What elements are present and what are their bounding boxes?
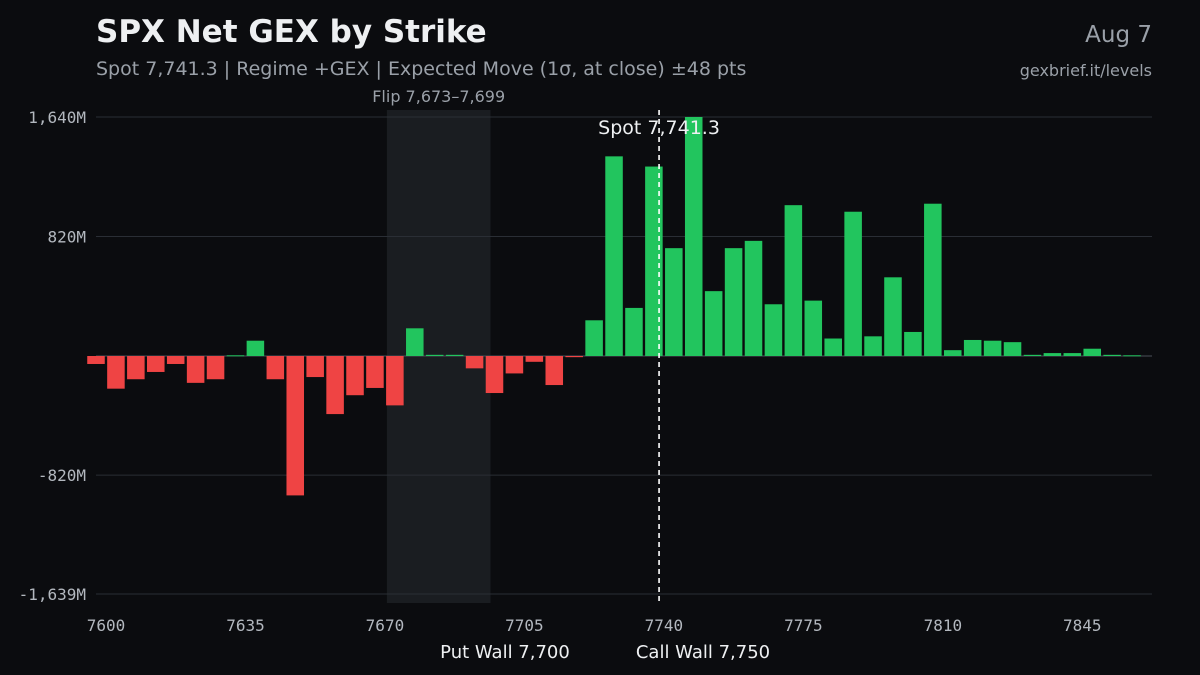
gex-bar xyxy=(406,328,424,356)
gex-bar xyxy=(764,304,783,356)
gex-bar xyxy=(226,355,245,357)
x-tick-label: 7810 xyxy=(924,616,963,635)
gex-bar xyxy=(525,356,544,362)
gex-bar xyxy=(326,356,344,415)
put-wall-label: Put Wall 7,700 xyxy=(440,642,570,663)
spot-label: Spot 7,741.3 xyxy=(598,117,720,139)
gex-bar xyxy=(107,356,125,389)
annotations-layer: Flip 7,673–7,699 Spot 7,741.3 Put Wall 7,7… xyxy=(372,87,770,663)
gex-bar xyxy=(1003,342,1022,356)
date-label: Aug 7 xyxy=(1085,22,1152,48)
gex-bar xyxy=(724,248,743,356)
gex-bar xyxy=(963,339,982,356)
x-tick-label: 7635 xyxy=(226,616,265,635)
y-tick-label: -820M xyxy=(38,466,86,485)
gex-bar xyxy=(625,307,643,356)
y-tick-label: 1,640M xyxy=(28,108,86,127)
gex-bar xyxy=(1103,354,1121,356)
gex-bar xyxy=(704,291,723,356)
gex-bar xyxy=(744,240,763,356)
gex-bar xyxy=(206,356,225,380)
gex-bar xyxy=(266,356,285,380)
gex-bar xyxy=(147,356,165,372)
gex-bar xyxy=(784,205,803,356)
gex-bar xyxy=(505,356,524,374)
x-tick-label: 7600 xyxy=(87,616,126,635)
gex-bar xyxy=(286,356,305,496)
bars-layer xyxy=(87,117,1141,496)
gex-bar xyxy=(386,356,404,406)
gex-bar xyxy=(804,300,823,356)
call-wall-label: Call Wall 7,750 xyxy=(636,642,770,663)
gex-bar xyxy=(425,354,444,356)
x-tick-label: 7705 xyxy=(505,616,544,635)
gex-bar xyxy=(186,356,205,383)
gex-bar xyxy=(645,166,663,356)
y-tick-label: -1,639M xyxy=(19,585,86,604)
x-tick-label: 7845 xyxy=(1063,616,1102,635)
gex-bar xyxy=(684,117,703,356)
gex-bar xyxy=(465,356,484,369)
gex-bar xyxy=(1043,353,1062,356)
gex-bar xyxy=(565,356,583,358)
gex-bar xyxy=(884,277,902,356)
gex-bar xyxy=(864,336,882,356)
y-tick-label: 820M xyxy=(47,228,86,247)
gex-bar xyxy=(1123,355,1141,357)
gex-bar xyxy=(924,203,942,356)
gex-bar xyxy=(445,354,464,356)
gex-bar xyxy=(844,211,862,356)
gex-bar xyxy=(127,356,145,380)
gex-bar xyxy=(904,331,922,356)
gex-bar xyxy=(983,340,1002,356)
x-tick-label: 7670 xyxy=(366,616,405,635)
flip-zone-label: Flip 7,673–7,699 xyxy=(372,87,505,106)
gex-bar xyxy=(824,338,842,356)
gex-bar xyxy=(166,356,185,364)
x-tick-label: 7740 xyxy=(645,616,684,635)
gex-bar xyxy=(1023,354,1042,356)
gex-bar xyxy=(585,320,603,356)
gex-bar xyxy=(1063,353,1082,356)
gex-bar xyxy=(1083,348,1101,356)
chart-title: SPX Net GEX by Strike xyxy=(96,14,487,50)
gex-bar xyxy=(665,248,683,356)
gex-bar xyxy=(545,356,564,386)
chart-subtitle: Spot 7,741.3 | Regime +GEX | Expected Mo… xyxy=(96,58,747,80)
gex-bar xyxy=(605,156,623,356)
gex-bar xyxy=(485,356,504,394)
gex-bar xyxy=(306,356,324,378)
gex-bar xyxy=(87,356,105,364)
gex-bar xyxy=(366,356,384,388)
site-link[interactable]: gexbrief.it/levels xyxy=(1019,61,1152,80)
gex-bar xyxy=(246,340,265,356)
gex-bar xyxy=(943,350,962,356)
x-tick-label: 7775 xyxy=(784,616,823,635)
gex-bar xyxy=(346,356,364,396)
